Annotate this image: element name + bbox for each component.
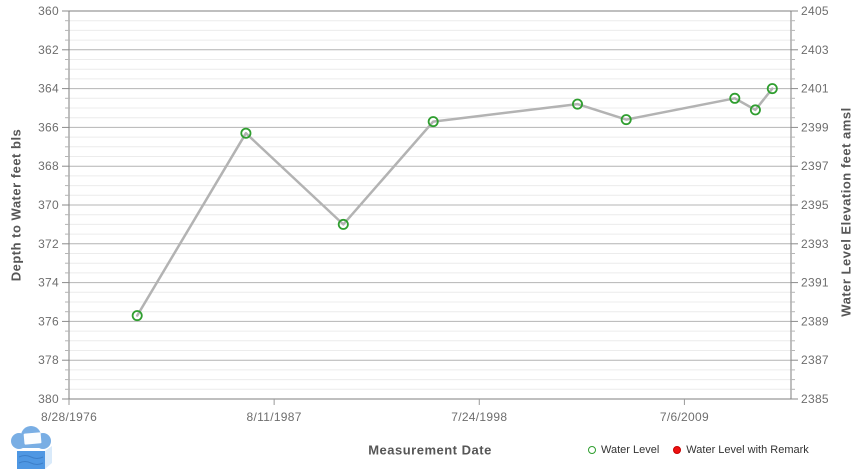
data-point-marker[interactable] bbox=[766, 83, 778, 95]
elevation-tick-label: 2405 bbox=[801, 4, 829, 18]
water-cube-cloud-logo bbox=[11, 426, 52, 469]
legend-label-water-level-with-remark: Water Level with Remark bbox=[686, 444, 809, 456]
depth-tick-label: 364 bbox=[38, 82, 59, 96]
legend-item-water-level-with-remark[interactable]: Water Level with Remark bbox=[673, 444, 809, 456]
elevation-tick-label: 2387 bbox=[801, 353, 829, 367]
elevation-tick-label: 2389 bbox=[801, 314, 829, 328]
data-point-marker[interactable] bbox=[427, 116, 439, 128]
data-point-marker[interactable] bbox=[572, 98, 584, 110]
depth-tick-label: 370 bbox=[38, 198, 59, 212]
elevation-tick-label: 2399 bbox=[801, 120, 829, 134]
elevation-tick-label: 2397 bbox=[801, 159, 829, 173]
y-axis-title-right: Water Level Elevation feet amsl bbox=[838, 107, 854, 317]
legend-label-water-level: Water Level bbox=[601, 444, 660, 456]
depth-tick-label: 360 bbox=[38, 4, 59, 18]
depth-tick-label: 374 bbox=[38, 276, 59, 290]
data-point-marker[interactable] bbox=[729, 92, 741, 104]
legend-item-water-level[interactable]: Water Level bbox=[588, 444, 659, 456]
depth-tick-label: 378 bbox=[38, 353, 59, 367]
elevation-tick-label: 2401 bbox=[801, 82, 829, 96]
elevation-tick-label: 2395 bbox=[801, 198, 829, 212]
water-level-line bbox=[135, 87, 774, 317]
depth-tick-label: 376 bbox=[38, 314, 59, 328]
elevation-tick-label: 2385 bbox=[801, 392, 829, 406]
elevation-tick-label: 2393 bbox=[801, 237, 829, 251]
open-circle-marker-icon bbox=[588, 446, 596, 454]
date-tick-label: 8/11/1987 bbox=[247, 410, 302, 424]
filled-circle-marker-icon bbox=[673, 446, 682, 454]
page-icon bbox=[23, 432, 42, 445]
data-point-marker[interactable] bbox=[620, 114, 632, 126]
data-point-marker[interactable] bbox=[749, 104, 761, 116]
depth-tick-label: 366 bbox=[38, 120, 59, 134]
x-axis-title: Measurement Date bbox=[368, 442, 492, 458]
date-tick-label: 7/24/1998 bbox=[451, 410, 507, 424]
water-wave-lines bbox=[18, 455, 44, 465]
date-tick-label: 7/6/2009 bbox=[660, 410, 709, 424]
date-tick-label: 8/28/1976 bbox=[41, 410, 97, 424]
y-axis-title-left: Depth to Water feet bls bbox=[8, 128, 24, 282]
elevation-tick-label: 2391 bbox=[801, 276, 829, 290]
data-point-marker[interactable] bbox=[240, 127, 252, 139]
data-point-marker[interactable] bbox=[131, 310, 143, 322]
elevation-tick-label: 2403 bbox=[801, 43, 829, 57]
depth-tick-label: 380 bbox=[38, 392, 59, 406]
depth-tick-label: 362 bbox=[38, 43, 59, 57]
depth-tick-label: 368 bbox=[38, 159, 59, 173]
cube-front-face bbox=[17, 451, 45, 469]
legend: Water Level Water Level with Remark bbox=[588, 444, 809, 456]
data-point-marker[interactable] bbox=[337, 218, 349, 230]
depth-tick-label: 372 bbox=[38, 237, 59, 251]
cube-side-face bbox=[45, 446, 52, 469]
